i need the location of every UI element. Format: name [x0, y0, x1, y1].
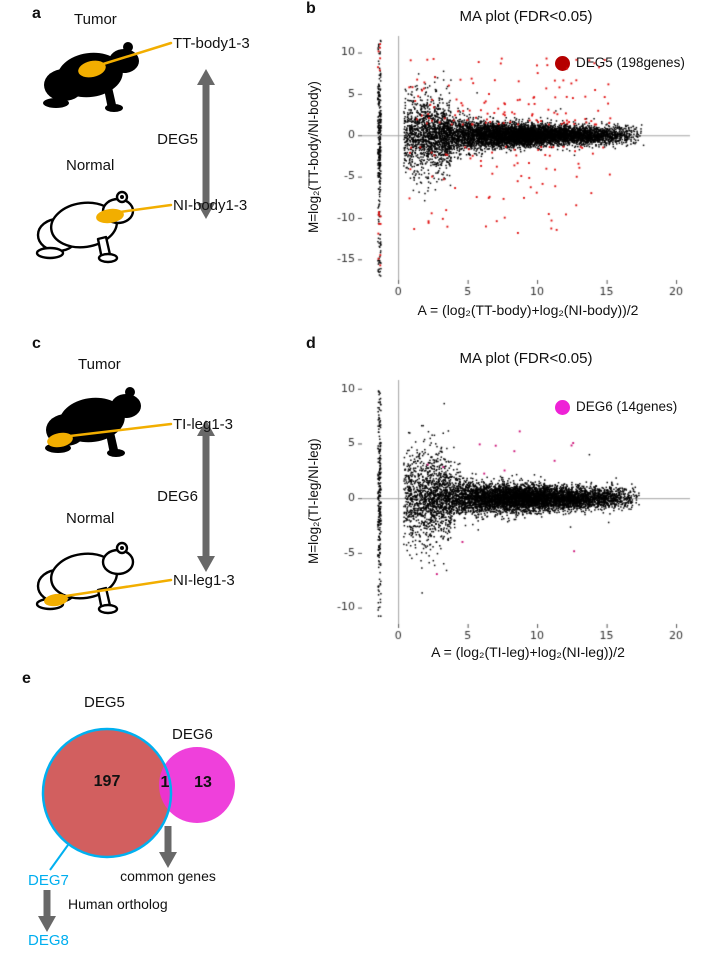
ma-plot-leg-ylabel: M=log₂(TI-leg/NI-leg) — [306, 438, 321, 564]
tumor-frog-icon — [43, 42, 139, 112]
venn-outline-circle — [41, 727, 173, 859]
deg5-arrow-label: DEG5 — [157, 131, 198, 148]
ma-plot-body-canvas — [328, 30, 698, 302]
deg7-label: DEG7 — [28, 872, 69, 889]
panel-a: a Tumor Normal TT-body1-3 DEG5 NI-body1-… — [30, 5, 305, 330]
panel-c-normal-heading: Normal — [66, 510, 115, 527]
ma-plot-body-title: MA plot (FDR<0.05) — [459, 8, 593, 25]
ma-plot-leg-title: MA plot (FDR<0.05) — [459, 350, 593, 367]
common-genes-label: common genes — [120, 868, 216, 884]
panel-e-label: e — [22, 670, 31, 687]
frog-eye-icon — [120, 195, 124, 199]
ma-plot-leg-xlabel: A = (log₂(TI-leg)+log₂(NI-leg))/2 — [431, 644, 625, 660]
tumor-sample-label-c: TI-leg1-3 — [173, 416, 234, 433]
ma-plot-body-ylabel: M=log₂(TT-body/NI-body) — [306, 81, 321, 233]
panel-b-label: b — [306, 0, 316, 17]
panel-d: d MA plot (FDR<0.05) DEG6 (14genes) M=lo… — [302, 330, 708, 665]
venn-diagram — [38, 727, 235, 932]
venn-right-set-label: DEG6 — [172, 726, 213, 743]
venn-left-circle — [43, 729, 171, 857]
panel-c-tumor-heading: Tumor — [78, 356, 121, 373]
venn-left-set-label: DEG5 — [84, 694, 125, 711]
common-genes-arrow-icon — [159, 826, 177, 868]
deg6-double-arrow-icon — [197, 420, 215, 572]
human-ortholog-arrow-icon — [38, 890, 56, 932]
ma-plot-body-xlabel: A = (log₂(TT-body)+log₂(NI-body))/2 — [417, 302, 639, 318]
normal-sample-label-c: NI-leg1-3 — [173, 572, 235, 589]
tumor-frog-icon — [45, 387, 141, 457]
panel-a-normal-heading: Normal — [66, 157, 115, 174]
deg8-label: DEG8 — [28, 932, 69, 949]
venn-overlap-count: 1 — [160, 774, 170, 791]
ma-plot-leg-canvas — [328, 374, 698, 646]
deg7-pointer-line — [49, 844, 69, 871]
deg6-arrow-label: DEG6 — [157, 488, 198, 505]
normal-frog-icon — [35, 541, 135, 615]
frog-eye-icon — [120, 546, 124, 550]
panel-e: e DEG5 DEG6 197 1 13 common genes DEG7 H… — [20, 668, 350, 961]
panel-c: c Tumor Normal TI-leg1-3 DEG6 NI-leg1-3 — [30, 330, 305, 665]
human-ortholog-label: Human ortholog — [68, 896, 168, 912]
tumor-sample-label-a: TT-body1-3 — [173, 35, 250, 52]
normal-frog-icon — [35, 190, 135, 264]
panel-b: b MA plot (FDR<0.05) DEG5 (198genes) M=l… — [302, 0, 708, 330]
venn-left-only-count: 197 — [93, 773, 121, 790]
panel-a-tumor-heading: Tumor — [74, 11, 117, 28]
panel-d-label: d — [306, 335, 316, 352]
panel-c-label: c — [32, 335, 41, 352]
normal-sample-label-a: NI-body1-3 — [173, 197, 248, 214]
venn-right-only-count: 13 — [194, 774, 212, 791]
panel-a-label: a — [32, 5, 41, 22]
